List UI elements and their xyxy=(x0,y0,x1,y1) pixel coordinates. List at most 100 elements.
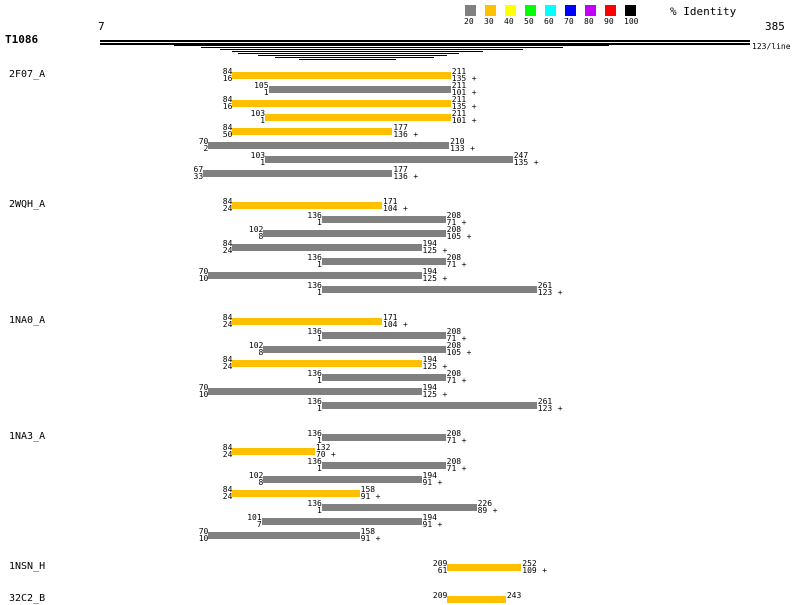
target-end-number: 135 xyxy=(451,102,467,111)
alignment-bar xyxy=(208,142,450,149)
target-start-number: 8 xyxy=(258,232,264,241)
coverage-line xyxy=(100,43,750,45)
alignment-bar xyxy=(321,434,446,441)
alignment-bar xyxy=(232,100,451,107)
target-start-number: 24 xyxy=(222,204,233,213)
alignment-bar xyxy=(263,230,446,237)
strand-mark: + xyxy=(375,534,381,543)
target-start-number: 1 xyxy=(317,464,322,473)
query-end-number: 171 xyxy=(383,313,398,322)
target-start-number: 1 xyxy=(317,334,322,343)
legend-label: 70 xyxy=(564,17,574,26)
query-end-number: 211 xyxy=(451,81,467,90)
strand-mark: + xyxy=(461,218,467,227)
query-start-number: 70 xyxy=(198,137,209,146)
query-start-number: 67 xyxy=(193,165,204,174)
strand-mark: + xyxy=(461,376,467,385)
target-start-number: 7 xyxy=(256,520,262,529)
query-start-number: 136 xyxy=(307,499,322,508)
strand-mark: + xyxy=(533,158,539,167)
target-start-number: 16 xyxy=(222,74,233,83)
query-end-number: 208 xyxy=(446,369,462,378)
hit-group-label: 1NSN_H xyxy=(9,561,46,572)
query-start-number: 136 xyxy=(307,429,322,438)
alignment-bar xyxy=(232,72,451,79)
target-start-number: 1 xyxy=(317,436,322,445)
query-end-number: 261 xyxy=(537,397,553,406)
target-end-number: 91 xyxy=(360,492,371,501)
legend-swatch xyxy=(525,5,536,16)
query-end-number: 194 xyxy=(422,383,437,392)
alignment-bar xyxy=(208,272,422,279)
target-end-number: 136 xyxy=(393,130,408,139)
target-start-number: 2 xyxy=(203,144,209,153)
query-start-number: 84 xyxy=(222,355,233,364)
alignment-bar xyxy=(232,490,360,497)
strand-mark: + xyxy=(375,492,381,501)
legend-swatch xyxy=(565,5,576,16)
target-end-number: 125 xyxy=(422,274,437,283)
query-start-number: 84 xyxy=(222,95,233,104)
target-start-number: 50 xyxy=(222,130,233,139)
strand-mark: + xyxy=(470,144,475,153)
strand-mark: + xyxy=(492,506,498,515)
query-start-number: 84 xyxy=(222,197,233,206)
legend-swatch xyxy=(485,5,496,16)
alignment-bar xyxy=(321,374,446,381)
alignment-bar xyxy=(208,388,422,395)
query-end-number: 208 xyxy=(446,457,462,466)
alignment-bar xyxy=(321,402,537,409)
target-end-number: 123 xyxy=(537,404,553,413)
target-start-number: 1 xyxy=(317,260,322,269)
query-end-number: 210 xyxy=(450,137,465,146)
query-start-number: 102 xyxy=(248,341,264,350)
query-start-number: 136 xyxy=(307,327,322,336)
query-start-number: 136 xyxy=(307,253,322,262)
query-start-number: 102 xyxy=(248,225,264,234)
alignment-bar xyxy=(232,202,382,209)
target-end-number: 91 xyxy=(422,520,433,529)
query-start-number: 102 xyxy=(248,471,264,480)
target-end-number: 105 xyxy=(446,232,462,241)
target-end-number: 135 xyxy=(451,74,467,83)
query-end-number: 132 xyxy=(315,443,331,452)
query-start-number: 70 xyxy=(198,383,209,392)
query-end-number: 208 xyxy=(446,225,462,234)
target-end-number: 71 xyxy=(446,464,457,473)
query-end-number: 208 xyxy=(446,429,462,438)
query-end-number: 243 xyxy=(506,591,522,600)
target-end-number: 71 xyxy=(446,218,457,227)
target-end-number: 136 xyxy=(393,172,408,181)
alignment-bar xyxy=(232,448,315,455)
target-start-number: 1 xyxy=(263,88,269,97)
target-start-number: 1 xyxy=(317,404,322,413)
query-end-number: 158 xyxy=(360,527,376,536)
legend-label: 30 xyxy=(484,17,494,26)
hit-group-label: 1NA3_A xyxy=(9,431,46,442)
target-start-number: 1 xyxy=(317,288,322,297)
query-end-number: 177 xyxy=(393,123,408,132)
query-end-number: 208 xyxy=(446,327,462,336)
alignment-bar xyxy=(265,156,513,163)
strand-mark: + xyxy=(403,320,408,329)
query-end-number: 226 xyxy=(477,499,493,508)
strand-mark: + xyxy=(461,260,467,269)
strand-mark: + xyxy=(461,464,467,473)
query-name: T1086 xyxy=(5,33,39,46)
query-end-number: 211 xyxy=(451,109,467,118)
query-start-number: 84 xyxy=(222,123,233,132)
query-start: 7 xyxy=(98,20,105,33)
coverage-line xyxy=(220,49,523,50)
target-end-number: 70 xyxy=(315,450,326,459)
target-end-number: 133 xyxy=(450,144,465,153)
target-end-number: 91 xyxy=(422,478,433,487)
query-end-number: 247 xyxy=(513,151,529,160)
target-start-number: 61 xyxy=(437,566,448,575)
query-start-number: 103 xyxy=(250,109,266,118)
query-start-number: 136 xyxy=(307,369,322,378)
target-end-number: 89 xyxy=(477,506,488,515)
query-start-number: 209 xyxy=(432,591,448,600)
alignment-bar xyxy=(203,170,393,177)
alignment-bar xyxy=(265,114,451,121)
query-end-number: 171 xyxy=(383,197,398,206)
